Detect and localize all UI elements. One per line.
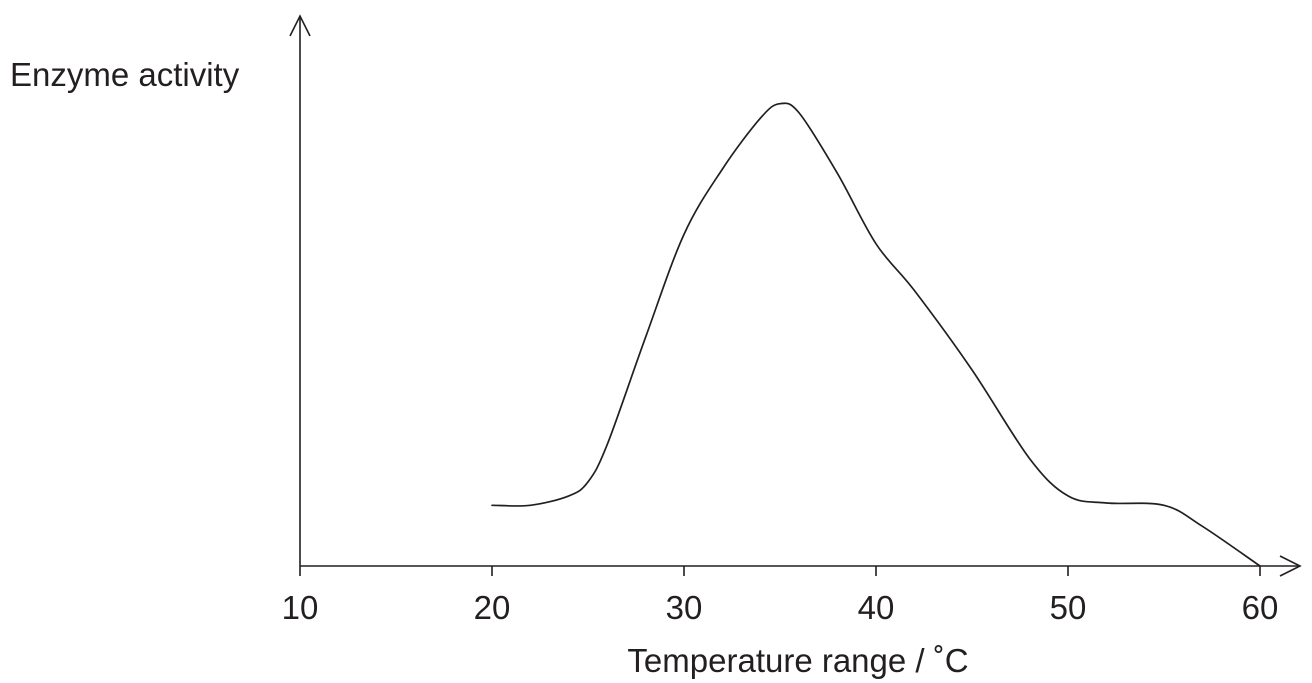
x-tick-label-40: 40 <box>858 589 895 626</box>
x-tick-label-10: 10 <box>282 589 319 626</box>
x-tick-label-20: 20 <box>474 589 511 626</box>
x-axis-arrowhead <box>1279 555 1302 577</box>
y-axis-arrowhead <box>289 14 311 37</box>
y-axis-label: Enzyme activity <box>10 56 240 93</box>
activity-curve <box>491 102 1261 567</box>
x-tick-label-60: 60 <box>1242 589 1279 626</box>
x-axis-label: Temperature range / ˚C <box>627 642 968 679</box>
x-tick-label-30: 30 <box>666 589 703 626</box>
x-ticks: 10 20 30 40 50 60 <box>282 566 1279 626</box>
x-tick-label-50: 50 <box>1050 589 1087 626</box>
